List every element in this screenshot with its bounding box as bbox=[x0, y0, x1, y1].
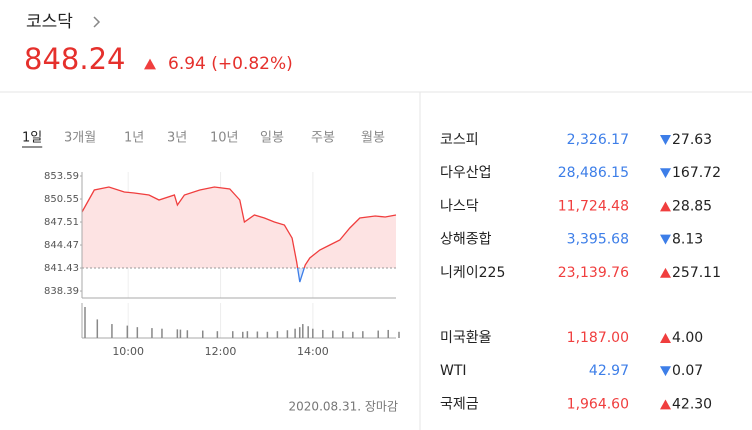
change-arrow bbox=[660, 333, 671, 343]
index-name[interactable]: WTI bbox=[440, 363, 467, 379]
index-value: 2,326.17 bbox=[567, 132, 629, 148]
index-name[interactable]: 코스피 bbox=[440, 132, 479, 148]
index-name[interactable]: 국제금 bbox=[440, 396, 479, 412]
index-change: 257.11 bbox=[672, 265, 721, 281]
index-value: 23,139.76 bbox=[558, 265, 629, 281]
index-value: 3,395.68 bbox=[567, 232, 629, 248]
index-change: 4.00 bbox=[672, 330, 703, 346]
period-tab[interactable]: 주봉 bbox=[311, 131, 335, 146]
index-change: 28.85 bbox=[672, 198, 712, 214]
change-arrow bbox=[660, 168, 671, 179]
y-tick-label: 838.39 bbox=[44, 286, 79, 297]
period-tab[interactable]: 10년 bbox=[210, 131, 239, 146]
y-tick-label: 847.51 bbox=[44, 217, 79, 228]
y-tick-label: 844.47 bbox=[44, 240, 79, 251]
change-arrow bbox=[660, 267, 671, 278]
y-tick-label: 853.59 bbox=[44, 171, 79, 182]
index-name[interactable]: 상해종합 bbox=[440, 232, 492, 248]
change-arrow bbox=[660, 399, 671, 410]
index-value: 1,187.00 bbox=[567, 330, 629, 346]
index-value: 11,724.48 bbox=[558, 198, 629, 214]
index-change: 27.63 bbox=[672, 132, 712, 148]
index-change: 8.13 bbox=[672, 232, 703, 248]
index-change: 167.72 bbox=[672, 165, 721, 181]
price-change: 6.94 (+0.82%) bbox=[168, 54, 293, 74]
index-name[interactable]: 니케이225 bbox=[440, 265, 505, 281]
period-tab[interactable]: 월봉 bbox=[361, 131, 385, 146]
period-tab[interactable]: 1일 bbox=[22, 131, 42, 146]
index-name[interactable]: 나스닥 bbox=[440, 198, 479, 214]
period-tab[interactable]: 일봉 bbox=[260, 131, 284, 146]
price-line bbox=[81, 186, 397, 283]
period-tab[interactable]: 1년 bbox=[124, 131, 144, 146]
change-arrow bbox=[144, 58, 156, 70]
index-value: 42.97 bbox=[589, 363, 629, 379]
y-tick-label: 850.55 bbox=[44, 194, 79, 205]
index-change: 42.30 bbox=[672, 396, 712, 412]
index-name[interactable]: 미국환율 bbox=[440, 330, 492, 346]
period-tab[interactable]: 3개월 bbox=[64, 131, 96, 146]
chevron bbox=[93, 16, 101, 28]
price: 848.24 bbox=[24, 42, 125, 76]
index-value: 28,486.15 bbox=[558, 165, 629, 181]
x-tick-label: 12:00 bbox=[205, 345, 237, 358]
change-arrow bbox=[660, 366, 671, 377]
x-tick-label: 14:00 bbox=[297, 345, 329, 358]
area-fill bbox=[82, 187, 396, 282]
index-value: 1,964.60 bbox=[567, 396, 629, 412]
change-arrow bbox=[660, 234, 671, 245]
index-change: 0.07 bbox=[672, 363, 703, 379]
period-tab[interactable]: 3년 bbox=[167, 131, 187, 146]
index-name[interactable]: 다우산업 bbox=[440, 165, 492, 181]
change-arrow bbox=[660, 201, 671, 212]
change-arrow bbox=[660, 135, 671, 145]
date-label: 2020.08.31. 장마감 bbox=[289, 400, 398, 414]
market-title[interactable]: 코스닥 bbox=[26, 12, 73, 32]
x-tick-label: 10:00 bbox=[112, 345, 144, 358]
y-tick-label: 841.43 bbox=[44, 263, 79, 274]
